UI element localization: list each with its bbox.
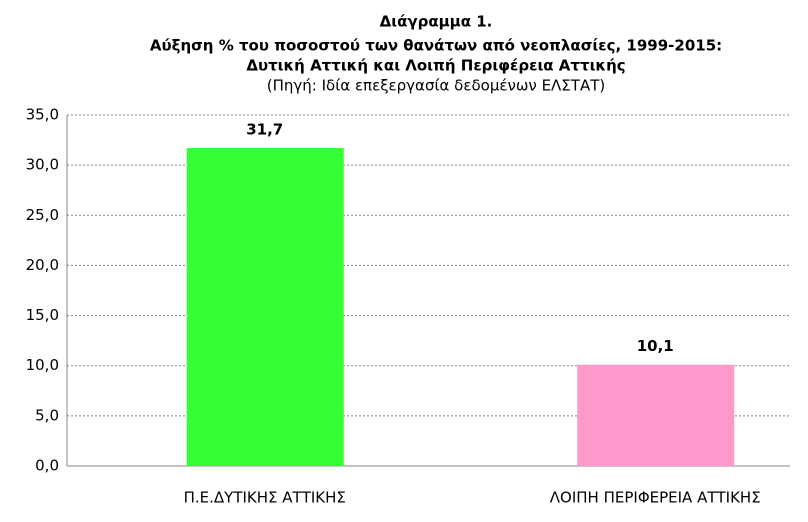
- y-tick-label: 10,0: [26, 356, 59, 374]
- chart-subtitle: (Πηγή: Ιδία επεξεργασία δεδομένων ΕΛΣΤΑΤ…: [267, 77, 605, 95]
- bar: [577, 364, 735, 466]
- y-tick-label: 0,0: [35, 457, 59, 475]
- x-tick-label: ΛΟΙΠΗ ΠΕΡΙΦΕΡΕΙΑ ΑΤΤΙΚΗΣ: [550, 489, 761, 507]
- x-tick-label: Π.Ε.ΔΥΤΙΚΗΣ ΑΤΤΙΚΗΣ: [184, 489, 346, 507]
- y-tick-label: 25,0: [26, 206, 59, 224]
- y-tick-label: 5,0: [35, 406, 59, 424]
- chart-title: Διάγραμμα 1.: [380, 13, 493, 31]
- y-tick-label: 30,0: [26, 156, 59, 174]
- value-label: 31,7: [246, 121, 283, 139]
- chart-title: Δυτική Αττική και Λοιπή Περιφέρεια Αττικ…: [246, 57, 625, 75]
- bar: [186, 148, 344, 466]
- chart-title: Αύξηση % του ποσοστού των θανάτων από νε…: [150, 37, 722, 55]
- y-tick-label: 20,0: [26, 256, 59, 274]
- value-label: 10,1: [637, 337, 674, 355]
- y-tick-label: 15,0: [26, 306, 59, 324]
- y-tick-label: 35,0: [26, 106, 59, 124]
